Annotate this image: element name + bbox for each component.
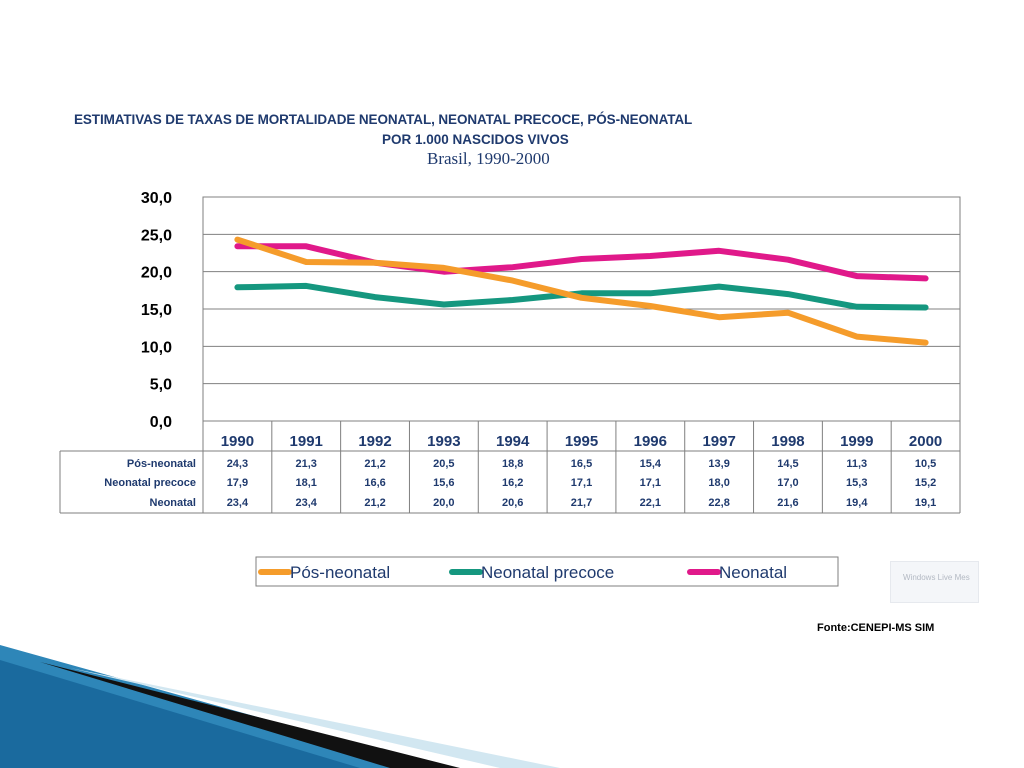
source-note: Fonte:CENEPI-MS SIM — [817, 622, 935, 634]
series-line — [234, 236, 929, 346]
y-tick-label: 5,0 — [150, 377, 172, 394]
data-label: 17,1 — [640, 477, 661, 489]
x-tick-label: 1997 — [702, 433, 735, 450]
notification-popup[interactable]: Windows Live Mes — [890, 561, 979, 603]
y-tick-label: 0,0 — [150, 414, 172, 431]
data-label: 20,0 — [433, 497, 454, 509]
data-label: 23,4 — [227, 497, 249, 509]
x-tick-label: 1993 — [427, 433, 460, 450]
chart-title: ESTIMATIVAS DE TAXAS DE MORTALIDADE NEON… — [74, 112, 693, 127]
data-label: 17,1 — [571, 477, 592, 489]
x-tick-label: 1992 — [358, 433, 391, 450]
data-label: 21,2 — [364, 497, 385, 509]
table-row-label: Neonatal — [150, 497, 196, 509]
data-label: 16,2 — [502, 477, 523, 489]
series-line — [234, 243, 929, 282]
data-label: 10,5 — [915, 458, 936, 470]
x-tick-label: 2000 — [909, 433, 942, 450]
y-tick-label: 15,0 — [141, 302, 172, 319]
x-tick-label: 1990 — [221, 433, 254, 450]
legend-label: Pós-neonatal — [290, 563, 390, 582]
data-label: 17,9 — [227, 477, 248, 489]
data-label: 21,2 — [364, 458, 385, 470]
data-label: 15,3 — [846, 477, 867, 489]
y-tick-label: 20,0 — [141, 265, 172, 282]
data-label: 19,4 — [846, 497, 868, 509]
legend-label: Neonatal — [719, 563, 787, 582]
x-tick-label: 1994 — [496, 433, 530, 450]
table-row-label: Neonatal precoce — [104, 477, 196, 489]
series-line — [234, 282, 929, 311]
data-label: 17,0 — [777, 477, 798, 489]
x-tick-label: 1996 — [634, 433, 667, 450]
data-label: 20,6 — [502, 497, 523, 509]
data-label: 21,6 — [777, 497, 798, 509]
y-tick-label: 25,0 — [141, 227, 172, 244]
data-label: 23,4 — [296, 497, 318, 509]
chart-subtitle: POR 1.000 NASCIDOS VIVOS — [382, 132, 569, 147]
data-label: 19,1 — [915, 497, 936, 509]
y-tick-label: 30,0 — [141, 190, 172, 207]
notification-text: Windows Live Mes — [903, 573, 970, 582]
line-chart: 0,0 5,0 10,0 15,0 20,0 25,0 30,0 1990 1991 1992 19… — [59, 190, 961, 587]
y-tick-label: 10,0 — [141, 339, 172, 356]
legend-label: Neonatal precoce — [481, 563, 614, 582]
data-label: 20,5 — [433, 458, 454, 470]
x-tick-label: 1995 — [565, 433, 598, 450]
data-label: 15,4 — [640, 458, 662, 470]
chart-location-period: Brasil, 1990-2000 — [427, 149, 550, 168]
data-label: 18,8 — [502, 458, 523, 470]
x-tick-label: 1998 — [771, 433, 804, 450]
data-label: 15,2 — [915, 477, 936, 489]
data-label: 22,8 — [708, 497, 729, 509]
legend — [255, 556, 839, 587]
table-row-label: Pós-neonatal — [127, 458, 196, 470]
data-label: 15,6 — [433, 477, 454, 489]
x-tick-label: 1999 — [840, 433, 873, 450]
data-label: 14,5 — [777, 458, 798, 470]
data-label: 21,7 — [571, 497, 592, 509]
x-tick-label: 1991 — [290, 433, 323, 450]
data-label: 21,3 — [296, 458, 317, 470]
data-label: 16,6 — [364, 477, 385, 489]
data-label: 24,3 — [227, 458, 248, 470]
data-label: 22,1 — [640, 497, 661, 509]
data-label: 18,0 — [708, 477, 729, 489]
data-label: 18,1 — [296, 477, 317, 489]
data-label: 11,3 — [846, 458, 867, 470]
data-label: 13,9 — [708, 458, 729, 470]
data-label: 16,5 — [571, 458, 592, 470]
